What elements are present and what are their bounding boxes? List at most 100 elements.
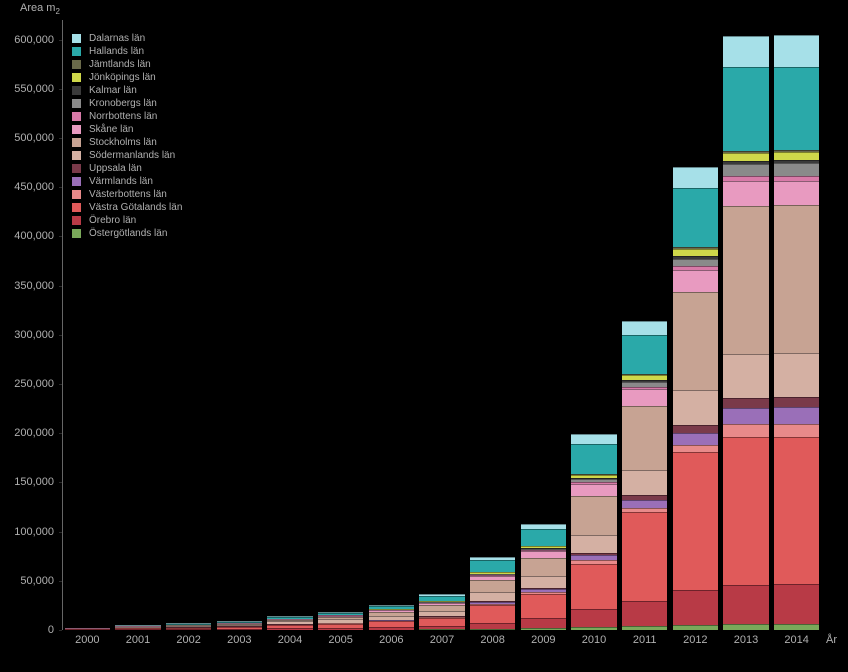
bar-segment — [521, 576, 567, 588]
bar-stack — [419, 20, 465, 630]
bar-segment — [470, 580, 516, 592]
legend-label: Västra Götalands län — [89, 201, 182, 214]
bar-segment — [774, 67, 820, 151]
bar-segment — [318, 612, 364, 613]
bar-segment — [166, 626, 212, 627]
bar-segment — [774, 397, 820, 407]
legend-label: Jämtlands län — [89, 58, 151, 71]
bar-segment — [470, 604, 516, 605]
bar-segment — [65, 628, 111, 629]
bar-segment — [673, 433, 719, 445]
bar-segment — [521, 549, 567, 550]
bar-segment — [521, 546, 567, 548]
x-tick-label: 2008 — [467, 634, 518, 646]
bar-segment — [571, 482, 617, 484]
bar-segment — [521, 551, 567, 558]
bar-segment — [166, 628, 212, 629]
bar-segment — [217, 625, 263, 627]
legend-label: Värmlands län — [89, 175, 153, 188]
legend-item: Skåne län — [72, 123, 182, 136]
bar-segment — [774, 181, 820, 206]
bar-segment — [470, 560, 516, 572]
x-tick-label: 2009 — [518, 634, 569, 646]
bar-segment — [419, 605, 465, 611]
bar-segment — [774, 150, 820, 152]
bar-segment — [318, 624, 364, 628]
bar-segment — [369, 616, 415, 620]
bar-segment — [723, 151, 769, 153]
bar-segment — [470, 602, 516, 603]
x-tick-label: 2014 — [771, 634, 822, 646]
bar-stack — [774, 20, 820, 630]
y-tick-label: 200,000 — [4, 427, 54, 439]
bar-segment — [571, 609, 617, 627]
bar-segment — [521, 558, 567, 576]
bar-segment — [369, 612, 415, 616]
bar-segment — [723, 354, 769, 398]
legend-item: Kalmar län — [72, 84, 182, 97]
bar-segment — [470, 576, 516, 580]
bar-segment — [622, 406, 668, 470]
bar-segment — [723, 176, 769, 181]
x-tick-label: 2012 — [670, 634, 721, 646]
legend-item: Östergötlands län — [72, 227, 182, 240]
legend-item: Hallands län — [72, 45, 182, 58]
legend-label: Kalmar län — [89, 84, 137, 97]
y-tick-label: 400,000 — [4, 230, 54, 242]
bar-segment — [521, 524, 567, 529]
y-tick-label: 550,000 — [4, 83, 54, 95]
legend-swatch — [72, 47, 81, 56]
bar-segment — [166, 623, 212, 624]
bar-segment — [267, 625, 313, 628]
bar-segment — [419, 596, 465, 601]
bar-segment — [571, 444, 617, 474]
legend-label: Örebro län — [89, 214, 136, 227]
x-tick-label: 2004 — [265, 634, 316, 646]
x-tick-label: 2000 — [62, 634, 113, 646]
bar-segment — [470, 601, 516, 602]
bar-segment — [571, 479, 617, 482]
y-tick-label: 100,000 — [4, 526, 54, 538]
bar-segment — [774, 407, 820, 424]
legend-label: Västerbottens län — [89, 188, 167, 201]
bar-segment — [318, 619, 364, 622]
bar-segment — [571, 434, 617, 444]
y-tick-label: 50,000 — [4, 575, 54, 587]
legend-label: Stockholms län — [89, 136, 157, 149]
legend-swatch — [72, 125, 81, 134]
bar-segment — [774, 205, 820, 353]
y-tick-label: 450,000 — [4, 181, 54, 193]
bar-segment — [571, 475, 617, 478]
bar-segment — [723, 67, 769, 151]
legend-item: Norrbottens län — [72, 110, 182, 123]
bar-segment — [470, 592, 516, 601]
bar-segment — [723, 408, 769, 425]
bar-stack — [673, 20, 719, 630]
bar-segment — [774, 35, 820, 66]
y-tick-label: 500,000 — [4, 132, 54, 144]
legend-item: Södermanlands län — [72, 149, 182, 162]
bar-segment — [571, 553, 617, 555]
bar-segment — [267, 616, 313, 617]
bar-segment — [521, 594, 567, 619]
x-tick-label: 2003 — [214, 634, 265, 646]
bar-segment — [673, 590, 719, 624]
bar-segment — [318, 616, 364, 617]
legend-item: Dalarnas län — [72, 32, 182, 45]
bar-segment — [267, 628, 313, 629]
bar-segment — [470, 574, 516, 575]
legend-item: Uppsala län — [72, 162, 182, 175]
bar-segment — [723, 36, 769, 67]
bar-segment — [673, 256, 719, 258]
bar-segment — [217, 621, 263, 622]
bar-segment — [622, 375, 668, 380]
bar-segment — [622, 382, 668, 387]
bar-segment — [318, 613, 364, 615]
x-tick-label: 2010 — [569, 634, 620, 646]
bar-segment — [622, 500, 668, 508]
legend-label: Östergötlands län — [89, 227, 167, 240]
bar-segment — [622, 470, 668, 495]
bar-stack — [470, 20, 516, 630]
x-tick-label: 2007 — [417, 634, 468, 646]
y-tick-label: 600,000 — [4, 34, 54, 46]
